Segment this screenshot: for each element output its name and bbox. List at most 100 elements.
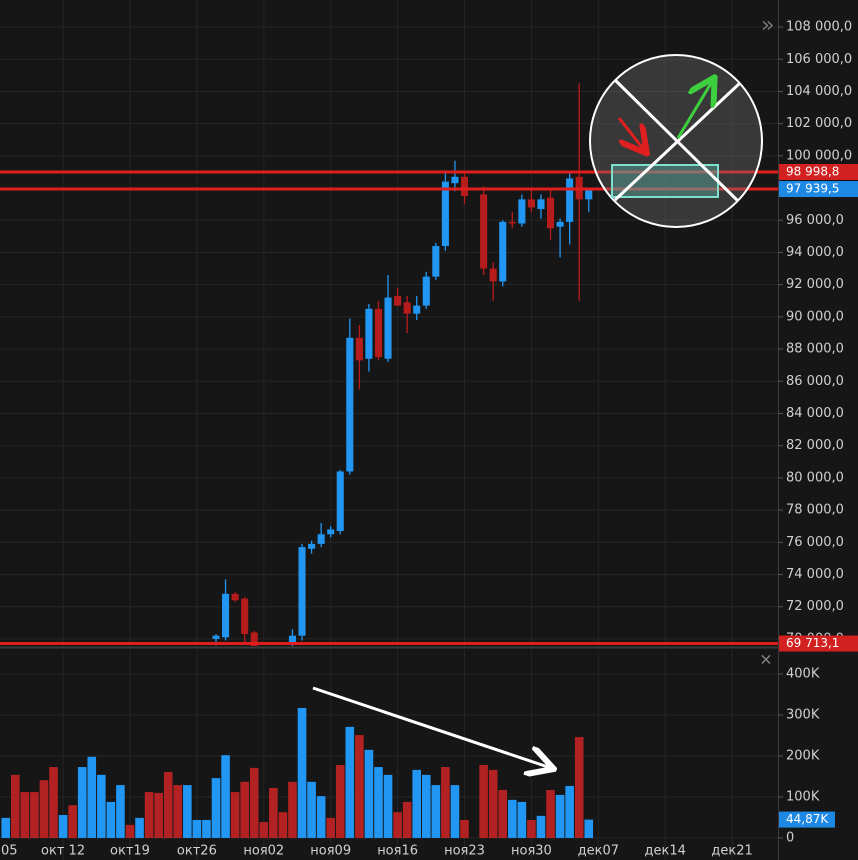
x-tick-label: дек21 [711,844,752,859]
y-tick-label: 400K [786,666,820,681]
close-icon[interactable]: × [759,650,772,669]
volume-bar [565,785,574,838]
candle-body [374,308,383,358]
candle-body [308,543,316,549]
volume-bar [431,785,441,838]
axes: 70 000,072 000,074 000,076 000,078 000,0… [1,20,858,859]
y-tick-label: 200K [786,748,820,763]
volume-bar [30,792,39,838]
volume-bar [173,785,183,838]
candle-body [422,276,430,306]
candle-body [365,308,373,359]
candle-body [327,529,335,535]
y-tick-label: 100K [786,789,820,804]
y-tick-label: 74 000,0 [786,567,844,582]
volume-bar [39,780,49,838]
candle-body [480,194,488,269]
level-label: 69 713,1 [786,636,839,650]
volume-bar [450,785,460,838]
x-tick-label: ноя16 [377,844,418,859]
x-tick-label: дек07 [578,844,619,859]
volume-bar [77,767,87,838]
candle-body [566,178,574,222]
volume-bar [278,812,288,838]
volume-bar [383,774,393,838]
level-label-box [779,635,858,652]
y-tick-label: 76 000,0 [786,535,844,550]
volume-bar [221,755,230,838]
y-tick-label: 82 000,0 [786,438,844,453]
price-plot [0,83,778,646]
volume-bar [87,756,97,838]
volume-bar [412,769,422,838]
y-tick-label: 86 000,0 [786,374,844,389]
volume-bar [517,801,527,838]
candle-body [518,199,526,224]
candle-body [527,199,535,208]
level-label: 98 998,8 [786,164,839,178]
expand-icon[interactable]: » [761,13,774,38]
level-label-box [779,163,858,180]
volume-bar [393,812,402,838]
candle-body [499,221,507,282]
candle-body [413,305,421,314]
y-tick-label: 90 000,0 [786,309,844,324]
volume-bar [374,767,383,838]
volume-bar [259,821,269,838]
candle-body [441,181,449,247]
candle-body [346,337,354,472]
x-tick-label: окт26 [177,844,217,859]
y-tick-label: 0 [786,830,794,845]
volume-bar [345,726,355,838]
candle-body [585,189,593,200]
candle-body [384,297,392,359]
volume-bar [211,778,221,838]
candle-body [298,547,306,636]
x-tick-label: ноя09 [310,844,351,859]
y-tick-label: 102 000,0 [786,116,852,131]
candle-body [451,176,459,184]
volume-bar [288,781,297,838]
y-tick-label: 94 000,0 [786,245,844,260]
candle-body [317,534,325,544]
volume-bar [402,801,412,838]
volume-bar [192,819,202,838]
volume-bar [58,815,68,838]
volume-bar [116,785,125,838]
candle-body [537,199,545,209]
y-tick-label: 92 000,0 [786,277,844,292]
x-tick-label: окт 12 [41,844,85,859]
volume-bar [269,787,278,838]
volume-bar [326,817,335,838]
volume-bar [364,749,374,838]
y-tick-label: 300K [786,707,820,722]
annotation [312,54,763,768]
volume-bar [1,817,11,838]
volume-bar [202,819,211,838]
candle-body [556,221,564,227]
volume-bar [536,815,546,838]
candle-body [212,635,220,639]
y-tick-label: 104 000,0 [786,84,852,99]
candle-body [508,221,516,224]
volume-bar [555,794,565,838]
volume-bar [240,781,249,838]
candle-body [546,197,555,229]
volume-bar [144,792,154,838]
volume-bar [10,774,20,838]
volume-bar [125,824,135,838]
volume-bar [163,771,173,838]
volume-bar [584,819,594,838]
x-tick-label: окт19 [110,844,150,859]
volume-bar [488,769,498,838]
volume-bar [574,737,584,838]
candle-body [489,268,497,282]
candle-body [460,176,469,197]
candle-body [241,598,249,635]
y-tick-label: 78 000,0 [786,503,844,518]
volume-bar [546,790,555,838]
candle-body [336,471,344,532]
